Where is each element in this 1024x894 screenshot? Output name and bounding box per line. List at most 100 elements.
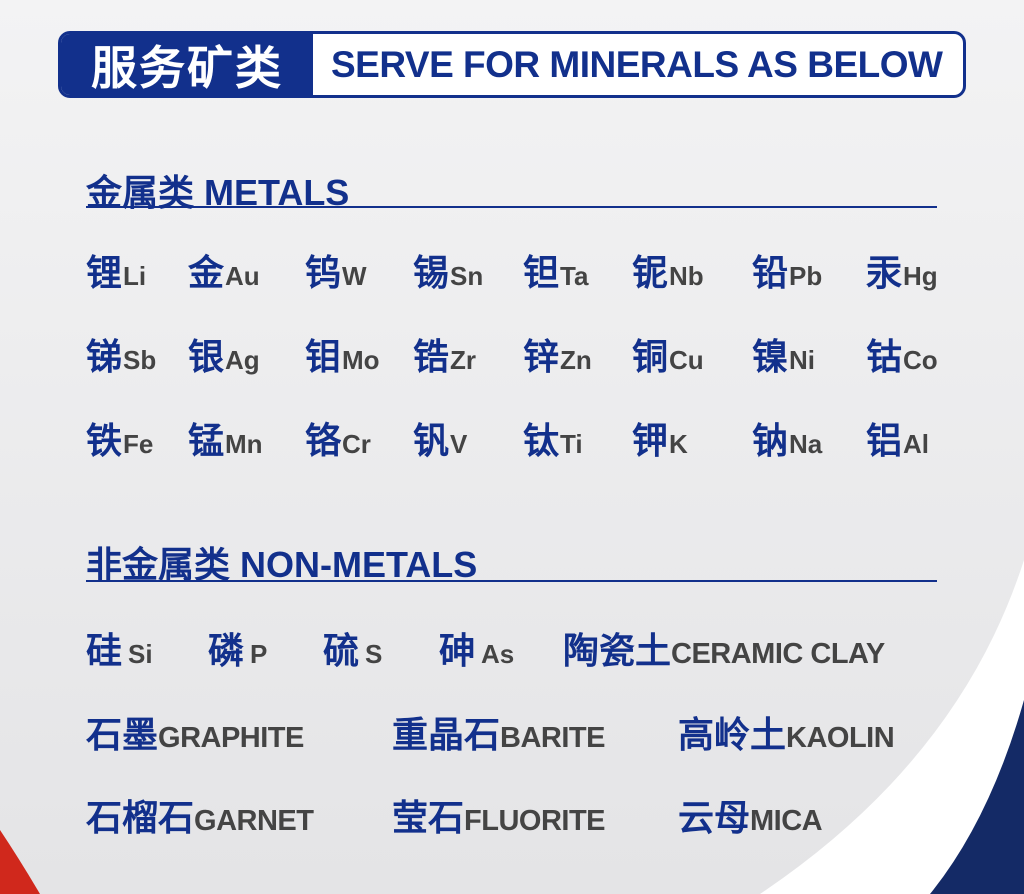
element-symbol: Fe [123, 429, 154, 459]
element-symbol: Zr [450, 345, 477, 375]
element-symbol: Nb [669, 261, 704, 291]
metal-item: 金 Au [188, 244, 260, 296]
element-symbol: K [669, 429, 688, 459]
mineral-chinese-name: 镍 [752, 336, 789, 377]
title-chinese: 服务矿类 [61, 34, 313, 95]
element-symbol: Au [225, 261, 260, 291]
nonmetal-item: 硅 Si [86, 622, 153, 674]
element-symbol: Ti [560, 429, 583, 459]
mineral-english-name: GRAPHITE [158, 722, 304, 754]
metals-heading: 金属类 METALS [86, 172, 350, 213]
element-symbol: Cu [669, 345, 704, 375]
metal-item: 钴 Co [866, 328, 938, 380]
metal-item: 铜 Cu [632, 328, 704, 380]
mineral-chinese-name: 重晶石 [392, 714, 501, 755]
mineral-chinese-name: 钠 [752, 420, 789, 461]
mineral-chinese-name: 陶瓷土 [563, 630, 672, 671]
nonmetals-heading: 非金属类 NON-METALS [86, 544, 478, 585]
metals-divider [86, 206, 937, 208]
mineral-english-name: KAOLIN [786, 722, 895, 754]
element-symbol: Li [123, 261, 147, 291]
mineral-chinese-name: 锰 [188, 420, 225, 461]
mineral-chinese-name: 硅 [86, 630, 123, 671]
mineral-english-name: Si [128, 639, 153, 669]
nonmetal-item: 云母 MICA [678, 789, 823, 841]
mineral-chinese-name: 锂 [86, 252, 123, 293]
nonmetal-item: 砷 As [439, 622, 514, 674]
mineral-chinese-name: 金 [188, 252, 225, 293]
element-symbol: Ag [225, 345, 260, 375]
mineral-chinese-name: 铝 [866, 420, 903, 461]
mineral-chinese-name: 铬 [305, 420, 342, 461]
metal-item: 锆 Zr [413, 328, 476, 380]
nonmetal-item: 石榴石 GARNET [86, 789, 314, 841]
mineral-chinese-name: 铅 [752, 252, 789, 293]
mineral-chinese-name: 铁 [86, 420, 123, 461]
metal-item: 铝 Al [866, 412, 929, 464]
mineral-chinese-name: 云母 [678, 797, 751, 838]
element-symbol: Ta [560, 261, 589, 291]
mineral-english-name: FLUORITE [464, 805, 606, 837]
mineral-chinese-name: 钽 [523, 252, 560, 293]
element-symbol: W [342, 261, 367, 291]
mineral-chinese-name: 钒 [413, 420, 450, 461]
nonmetal-item: 莹石 FLUORITE [392, 789, 606, 841]
mineral-chinese-name: 钨 [305, 252, 342, 293]
element-symbol: Zn [560, 345, 592, 375]
metal-item: 铌 Nb [632, 244, 704, 296]
element-symbol: Co [903, 345, 938, 375]
metal-item: 锌 Zn [523, 328, 592, 380]
nonmetal-item: 高岭土 KAOLIN [678, 706, 895, 758]
mineral-english-name: As [481, 639, 515, 669]
metal-item: 钠 Na [752, 412, 822, 464]
mineral-chinese-name: 硫 [323, 630, 360, 671]
mineral-chinese-name: 钛 [523, 420, 560, 461]
mineral-english-name: CERAMIC CLAY [671, 638, 885, 670]
element-symbol: Mo [342, 345, 380, 375]
title-english: SERVE FOR MINERALS AS BELOW [331, 43, 943, 85]
element-symbol: V [450, 429, 468, 459]
mineral-chinese-name: 砷 [439, 630, 476, 671]
nonmetal-item: 重晶石 BARITE [392, 706, 605, 758]
metal-item: 汞 Hg [866, 244, 938, 296]
mineral-chinese-name: 钼 [305, 336, 342, 377]
mineral-english-name: GARNET [194, 805, 314, 837]
nonmetal-item: 陶瓷土 CERAMIC CLAY [563, 622, 885, 674]
metal-item: 锑 Sb [86, 328, 156, 380]
metal-item: 铬 Cr [305, 412, 371, 464]
mineral-chinese-name: 铌 [632, 252, 669, 293]
metal-item: 钽 Ta [523, 244, 588, 296]
metal-item: 银 Ag [188, 328, 260, 380]
title-banner: 服务矿类 SERVE FOR MINERALS AS BELOW [58, 31, 966, 98]
nonmetal-item: 石墨 GRAPHITE [86, 706, 304, 758]
metal-item: 锡 Sn [413, 244, 483, 296]
metal-item: 锰 Mn [188, 412, 263, 464]
element-symbol: Ni [789, 345, 816, 375]
element-symbol: Pb [789, 261, 823, 291]
mineral-english-name: S [365, 639, 383, 669]
mineral-chinese-name: 磷 [208, 630, 245, 671]
mineral-chinese-name: 银 [188, 336, 225, 377]
metal-item: 镍 Ni [752, 328, 815, 380]
element-symbol: Sn [450, 261, 484, 291]
mineral-chinese-name: 石墨 [86, 714, 159, 755]
metal-item: 铁 Fe [86, 412, 153, 464]
mineral-chinese-name: 锡 [413, 252, 450, 293]
metal-item: 钛 Ti [523, 412, 583, 464]
mineral-chinese-name: 锑 [86, 336, 123, 377]
metal-item: 锂 Li [86, 244, 146, 296]
element-symbol: Al [903, 429, 930, 459]
element-symbol: Sb [123, 345, 157, 375]
mineral-english-name: MICA [750, 805, 823, 837]
mineral-chinese-name: 石榴石 [86, 797, 195, 838]
element-symbol: Mn [225, 429, 263, 459]
mineral-chinese-name: 高岭土 [678, 714, 787, 755]
element-symbol: Hg [903, 261, 938, 291]
mineral-english-name: BARITE [500, 722, 605, 754]
metal-item: 钼 Mo [305, 328, 380, 380]
